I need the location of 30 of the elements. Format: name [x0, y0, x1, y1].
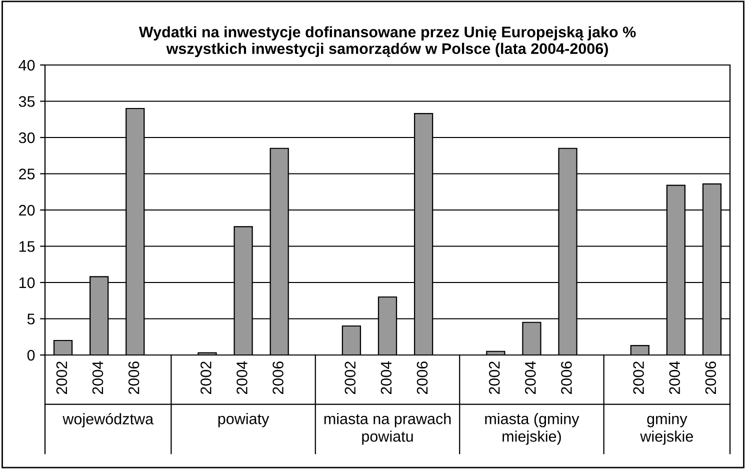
x-tick-label: 2006 [561, 361, 572, 394]
y-tick-label: 40 [18, 60, 35, 71]
text: miasta (gminy miejskie) [485, 413, 580, 445]
x-tick-label: 2006 [128, 361, 140, 394]
x-tick-label: 2006 [705, 361, 716, 394]
x-tick-label: 2002 [488, 362, 500, 394]
y-tick-label: 20 [19, 204, 35, 216]
x-tick-label: 2004 [380, 361, 392, 394]
x-tick-label: 2004 [524, 361, 536, 394]
x-tick-label: 2002 [633, 362, 644, 394]
y-tick-label: 25 [19, 168, 35, 180]
x-tick-label: 2002 [200, 362, 212, 394]
x-tick-label: 2006 [416, 361, 428, 394]
chart-title: Wydatki na inwestycje dofinansowane przez Unię Europejską jako % wszystkich inwestycji samorządów w Polsce (lata 2004-2006) [138, 26, 636, 58]
x-tick-label: 2006 [272, 361, 284, 394]
x-tick-label: 2004 [236, 361, 248, 394]
y-tick-label: 30 [18, 132, 35, 144]
x-tick-label: 2002 [56, 362, 68, 394]
y-tick-label: 0 [27, 350, 35, 361]
y-tick-label: 5 [27, 314, 35, 324]
y-tick-label: 35 [18, 96, 35, 107]
y-tick-label: 10 [19, 277, 35, 288]
y-tick-label: 15 [19, 241, 35, 252]
x-tick-label: 2004 [669, 361, 680, 394]
text: województwa [62, 413, 154, 428]
text: gminy wiejskie [640, 413, 693, 445]
x-tick-label: 2004 [92, 361, 104, 394]
text: miasta na prawach powiatu [324, 413, 451, 445]
x-tick-label: 2002 [344, 362, 356, 394]
text: powiaty [218, 413, 270, 428]
